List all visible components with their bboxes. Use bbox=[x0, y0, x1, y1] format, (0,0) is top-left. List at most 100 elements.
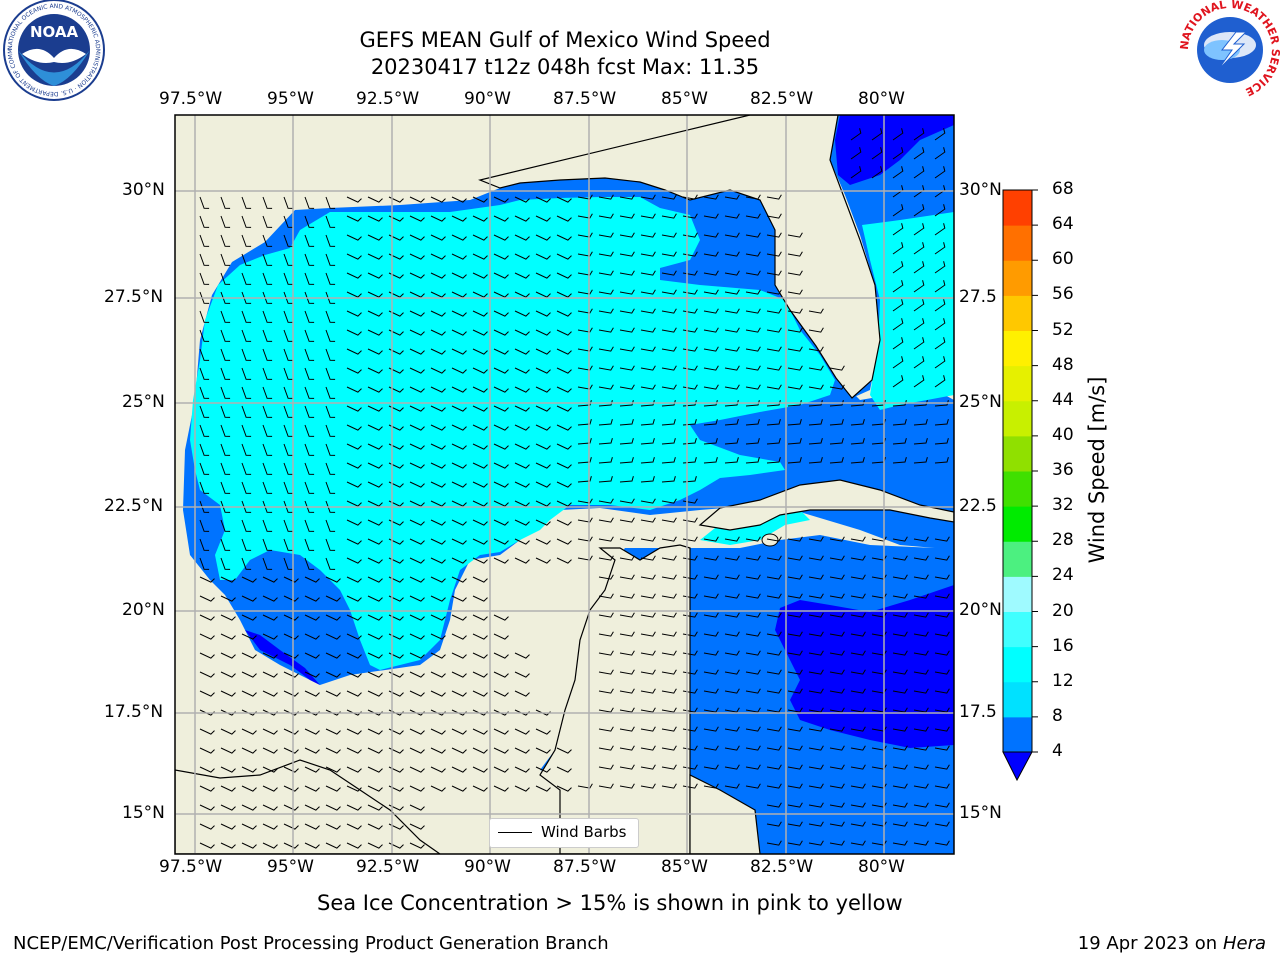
wind-barb bbox=[913, 688, 929, 694]
wind-barb bbox=[787, 650, 803, 656]
wind-barb bbox=[556, 272, 572, 279]
wind-barb bbox=[493, 728, 509, 735]
wind-barb bbox=[430, 481, 446, 488]
wind-barb bbox=[640, 365, 656, 371]
wind-barb bbox=[346, 500, 362, 507]
wind-barb bbox=[430, 766, 446, 773]
wind-barb bbox=[640, 270, 656, 276]
wind-barb bbox=[871, 147, 883, 160]
wind-barb bbox=[661, 498, 677, 504]
wind-barb bbox=[220, 196, 231, 209]
wind-barb bbox=[325, 500, 336, 513]
wind-barb bbox=[472, 272, 488, 279]
wind-barb bbox=[430, 234, 446, 241]
wind-barb bbox=[892, 574, 908, 580]
wind-barb bbox=[535, 367, 551, 374]
wind-barb bbox=[556, 519, 572, 526]
wind-barb bbox=[451, 291, 467, 298]
wind-barb bbox=[913, 204, 925, 217]
wind-barb bbox=[850, 669, 866, 675]
lon-label-bottom-7: 82.5°W bbox=[750, 857, 814, 877]
wind-barb bbox=[829, 574, 845, 580]
wind-barb bbox=[598, 498, 614, 504]
wind-8-12-atlantic bbox=[862, 212, 954, 410]
wind-barb bbox=[787, 419, 802, 426]
wind-barb bbox=[619, 650, 635, 656]
wind-barb bbox=[325, 367, 336, 380]
wind-barb bbox=[241, 386, 252, 399]
wind-barb bbox=[346, 443, 362, 450]
wind-barb bbox=[220, 310, 231, 323]
wind-barb bbox=[241, 234, 252, 247]
wind-barb bbox=[220, 690, 236, 697]
wind-barb bbox=[262, 500, 273, 513]
wind-barb bbox=[283, 538, 294, 551]
wind-barb bbox=[619, 327, 635, 333]
wind-barb bbox=[472, 785, 488, 792]
wind-barb bbox=[430, 614, 446, 621]
wind-barb bbox=[703, 593, 719, 599]
lon-label-top-7: 82.5°W bbox=[750, 89, 814, 109]
wind-barb bbox=[703, 289, 719, 295]
colorbar-segment bbox=[1003, 506, 1032, 542]
wind-barb bbox=[556, 386, 572, 393]
wind-barb bbox=[367, 538, 383, 545]
wind-barb bbox=[556, 443, 572, 450]
wind-barb bbox=[934, 726, 950, 732]
wind-barb bbox=[850, 688, 866, 694]
wind-barb bbox=[577, 438, 592, 445]
wind-barb bbox=[493, 310, 509, 317]
lon-label-bottom-3: 92.5°W bbox=[356, 857, 420, 877]
wind-barb bbox=[409, 329, 425, 336]
wind-barb bbox=[241, 405, 252, 418]
wind-barb bbox=[409, 272, 425, 279]
wind-barb bbox=[367, 614, 383, 621]
wind-barb bbox=[724, 270, 740, 276]
wind-barb bbox=[556, 500, 572, 507]
wind-barb bbox=[724, 327, 740, 333]
wind-barb bbox=[346, 728, 362, 735]
wind-barb bbox=[304, 310, 315, 323]
wind-barb bbox=[262, 443, 273, 456]
wind-barb bbox=[514, 500, 530, 507]
wind-barb bbox=[892, 631, 908, 637]
colorbar-segment bbox=[1003, 365, 1032, 402]
wind-barb bbox=[661, 270, 677, 276]
wind-barb bbox=[304, 253, 315, 266]
wind-barb bbox=[346, 747, 362, 754]
wind-barb bbox=[493, 747, 509, 754]
chart-title-line2: 20230417 t12z 048h fcst Max: 11.35 bbox=[370, 55, 760, 79]
wind-barb bbox=[640, 327, 656, 333]
colorbar-segment bbox=[1003, 295, 1032, 331]
wind-barb bbox=[409, 519, 425, 526]
wind-barb bbox=[661, 457, 676, 464]
wind-barb bbox=[535, 291, 551, 298]
wind-barb bbox=[472, 519, 488, 526]
wind-barb bbox=[493, 443, 509, 450]
wind-barb bbox=[535, 443, 551, 450]
wind-barb bbox=[745, 631, 761, 637]
wind-barb bbox=[724, 688, 740, 694]
wind-barb bbox=[934, 593, 950, 599]
wind-barb bbox=[577, 232, 593, 238]
wind-barb bbox=[598, 574, 614, 580]
wind-barb bbox=[346, 405, 362, 412]
wind-barb bbox=[934, 631, 950, 637]
wind-barb bbox=[220, 766, 236, 773]
wind-barb bbox=[451, 519, 467, 526]
wind-barb bbox=[850, 536, 866, 542]
wind-barb bbox=[472, 671, 488, 678]
wind-barb bbox=[892, 457, 907, 464]
wind-barb bbox=[304, 291, 315, 304]
wind-barb bbox=[430, 747, 446, 754]
wind-barb bbox=[451, 310, 467, 317]
wind-barb bbox=[514, 253, 530, 260]
colorbar-tick-label: 52 bbox=[1052, 319, 1074, 340]
wind-barb bbox=[829, 840, 845, 846]
wind-barb bbox=[472, 500, 488, 507]
colorbar-tick-label: 16 bbox=[1052, 635, 1074, 656]
wind-barb bbox=[850, 612, 866, 618]
wind-barb bbox=[262, 728, 278, 735]
wind-barb bbox=[346, 690, 362, 697]
wind-barb bbox=[787, 612, 803, 618]
